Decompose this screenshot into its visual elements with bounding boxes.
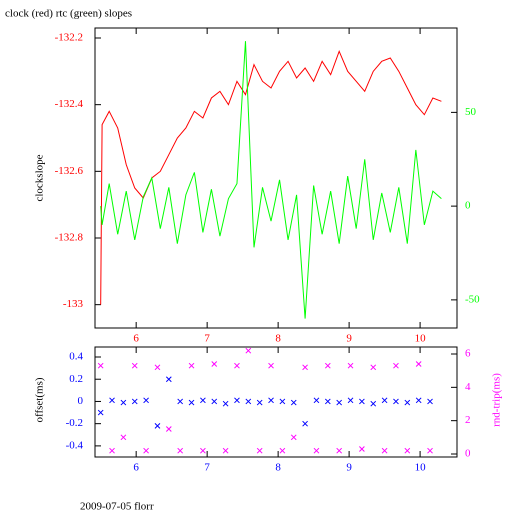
data-point (154, 423, 161, 429)
data-point (381, 447, 388, 454)
y-tick-label: -133 (63, 298, 84, 310)
y2-tick-label: 0 (465, 448, 471, 460)
data-point (131, 362, 138, 369)
data-point (177, 398, 184, 405)
x-tick-label: 8 (275, 462, 281, 474)
data-point (393, 362, 399, 369)
data-point (404, 399, 411, 406)
data-point (381, 397, 388, 404)
data-point (415, 397, 422, 404)
data-point (131, 398, 138, 405)
data-point (393, 398, 399, 405)
plot-frame (94, 346, 458, 458)
y2-axis-label: rnd-trip(ms) (491, 373, 503, 427)
data-point (188, 362, 195, 369)
x-tick-label: 9 (346, 462, 352, 474)
data-point (279, 447, 286, 454)
y-tick-label: 0.2 (69, 373, 83, 385)
data-point (336, 447, 343, 454)
x-tick-label: 6 (133, 462, 139, 474)
data-point (256, 399, 263, 406)
data-point (200, 447, 206, 454)
data-point (234, 362, 240, 369)
y-tick-label: -132.6 (55, 165, 84, 177)
data-point (324, 398, 331, 405)
y-tick-label: -0.4 (66, 439, 84, 451)
x-tick-label: 8 (275, 333, 281, 345)
data-point (245, 398, 252, 405)
data-point (211, 361, 218, 367)
data-point (143, 397, 149, 404)
data-point (109, 397, 115, 404)
y2-tick-label: -50 (465, 293, 480, 305)
data-point (97, 362, 104, 369)
data-point (347, 397, 354, 404)
y-tick-label: 0 (78, 395, 84, 407)
data-point (313, 397, 320, 404)
data-point (222, 447, 229, 454)
data-point (404, 447, 411, 454)
data-point (324, 362, 331, 369)
data-point (120, 434, 127, 441)
y-axis-label: clockslope (34, 154, 46, 201)
x-tick-label: 9 (346, 333, 352, 345)
data-point (313, 447, 320, 454)
data-point (222, 400, 229, 407)
y-tick-label: -132.2 (55, 32, 83, 44)
data-point (188, 399, 195, 406)
data-point (415, 361, 422, 367)
data-point (97, 409, 104, 416)
data-line (100, 41, 442, 319)
y2-tick-label: 50 (465, 106, 477, 118)
y-tick-label: 0.4 (69, 351, 83, 363)
y-axis-label: offset(ms) (34, 377, 46, 422)
data-point (370, 400, 377, 407)
data-point (359, 398, 365, 405)
data-point (347, 362, 354, 369)
x-tick-label: 6 (133, 333, 139, 345)
data-point (256, 447, 263, 454)
data-point (370, 364, 377, 371)
data-point (154, 364, 161, 371)
data-point (165, 426, 172, 432)
data-point (427, 398, 433, 405)
data-point (211, 398, 218, 405)
x-tick-label: 10 (415, 462, 427, 474)
x-tick-label: 10 (415, 333, 427, 345)
data-point (268, 397, 274, 404)
data-point (120, 399, 127, 406)
data-point (302, 364, 308, 371)
data-point (245, 347, 252, 354)
data-point (200, 397, 206, 404)
data-point (143, 447, 149, 454)
y2-tick-label: 4 (465, 381, 471, 393)
data-point (177, 447, 184, 454)
y2-tick-label: 0 (465, 200, 471, 212)
y2-tick-label: 6 (465, 348, 471, 360)
data-point (234, 397, 240, 404)
y-tick-label: -132.8 (55, 232, 84, 244)
data-point (290, 399, 297, 406)
data-point (336, 399, 343, 406)
y-tick-label: -132.4 (55, 98, 84, 110)
data-point (165, 376, 172, 383)
data-point (268, 362, 274, 369)
data-point (109, 447, 115, 454)
x-tick-label: 7 (204, 462, 210, 474)
data-point (427, 447, 433, 454)
plot-frame (94, 27, 458, 329)
data-point (279, 398, 286, 405)
data-point (290, 434, 297, 441)
footer: 2009-07-05 florr (80, 501, 154, 512)
y2-tick-label: 2 (465, 414, 471, 426)
y-tick-label: -0.2 (66, 417, 83, 429)
data-point (302, 420, 308, 427)
data-point (359, 446, 365, 452)
x-tick-label: 7 (204, 333, 210, 345)
chart-title: clock (red) rtc (green) slopes (5, 8, 132, 20)
